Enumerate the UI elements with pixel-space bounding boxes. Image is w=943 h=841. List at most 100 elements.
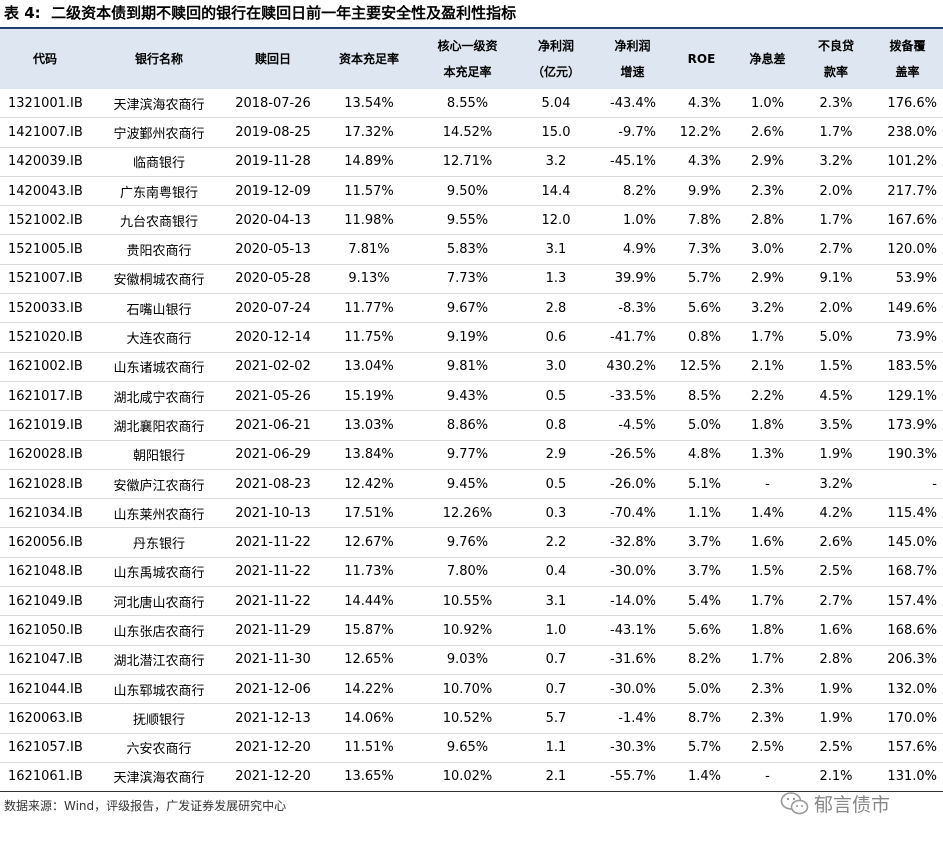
table-cell: 2.8 (515, 293, 597, 324)
table-cell: 湖北潜江农商行 (90, 645, 228, 675)
table-cell: 1621044.IB (0, 674, 90, 705)
column-header: 赎回日 (228, 28, 318, 89)
table-cell: 3.0% (735, 234, 800, 265)
table-cell: 5.7 (515, 703, 597, 734)
table-cell: 13.04% (318, 352, 420, 382)
table-cell: 9.81% (420, 352, 515, 382)
table-cell: 2.9% (735, 264, 800, 295)
table-row: 1420043.IB 广东南粤银行 2019-12-09 11.57% 9.50% 14.… (0, 176, 943, 207)
table-cell: 14.4 (515, 176, 597, 207)
table-cell: 广东南粤银行 (90, 176, 228, 207)
table-row: 1520033.IB 石嘴山银行 2020-07-24 11.77% 9.67% 2.8-… (0, 293, 943, 324)
table-cell: -26.0% (597, 469, 668, 500)
table-cell: 1620063.IB (0, 703, 90, 734)
table-cell: 2.3% (800, 89, 872, 119)
table-cell: 2.3% (735, 674, 800, 705)
table-cell: 1321001.IB (0, 89, 90, 119)
table-cell: 1620056.IB (0, 527, 90, 558)
table-cell: 11.73% (318, 557, 420, 588)
table-cell: 9.03% (420, 645, 515, 675)
column-header: 净利润 （亿元） (515, 28, 597, 89)
table-cell: 1.8% (735, 410, 800, 441)
table-row: 1621028.IB 安徽庐江农商行 2021-08-23 12.42% 9.45% 0.… (0, 469, 943, 500)
table-cell: 2.1 (515, 762, 597, 793)
table-cell: 0.7 (515, 674, 597, 705)
header-text: 不良贷 (817, 39, 854, 53)
table-cell: -26.5% (597, 440, 668, 470)
table-row: 1621057.IB 六安农商行 2021-12-20 11.51% 9.65% 1.1-… (0, 733, 943, 763)
table-row: 1621047.IB 湖北潜江农商行 2021-11-30 12.65% 9.03% 0.… (0, 645, 943, 675)
table-cell: 2020-07-24 (228, 293, 318, 324)
table-cell: 1.0% (735, 89, 800, 119)
table-row: 1621019.IB 湖北襄阳农商行 2021-06-21 13.03% 8.86% 0.… (0, 410, 943, 441)
table-cell: 206.3% (872, 645, 943, 675)
table-cell: 39.9% (597, 264, 668, 295)
table-cell: 2.3% (735, 176, 800, 207)
table-cell: 7.81% (318, 234, 420, 265)
table-cell: 0.6 (515, 322, 597, 353)
table-cell: 8.2% (668, 645, 735, 675)
table-cell: 丹东银行 (90, 527, 228, 558)
table-cell: 5.4% (668, 586, 735, 617)
table-cell: 8.55% (420, 89, 515, 119)
table-cell: 2019-12-09 (228, 176, 318, 207)
table-row: 1620056.IB 丹东银行 2021-11-22 12.67% 9.76% 2.2 -3… (0, 527, 943, 558)
table-cell: 9.67% (420, 293, 515, 324)
table-row: 1421007.IB 宁波鄞州农商行 2019-08-25 17.32% 14.52% 1… (0, 117, 943, 148)
column-header: 不良贷 款率 (800, 28, 872, 89)
table-row: 1621049.IB 河北唐山农商行 2021-11-22 14.44% 10.55% 3… (0, 586, 943, 617)
table-row: 1621048.IB 山东禹城农商行 2021-11-22 11.73% 7.80% 0.… (0, 557, 943, 588)
table-cell: 14.06% (318, 703, 420, 734)
header-text: ROE (687, 52, 716, 66)
table-cell: 9.65% (420, 733, 515, 763)
table-cell: 11.51% (318, 733, 420, 763)
table-cell: 4.5% (800, 381, 872, 412)
table-cell: 2021-11-30 (228, 645, 318, 675)
table-cell: 宁波鄞州农商行 (90, 117, 228, 148)
table-cell: -41.7% (597, 322, 668, 353)
header-text: 银行名称 (134, 52, 183, 66)
table-cell: 0.8 (515, 410, 597, 441)
header-text: 净利润 (537, 39, 574, 53)
table-cell: 1621019.IB (0, 410, 90, 441)
table-cell: 17.51% (318, 498, 420, 529)
table-cell: 0.8% (668, 322, 735, 353)
header-text: 资本充足率 (338, 52, 399, 66)
header-text: 核心一级资 (437, 39, 498, 53)
table-cell: 1.1% (668, 498, 735, 529)
table-cell: - (735, 762, 800, 793)
table-cell: 山东张店农商行 (90, 615, 228, 646)
table-cell: 1.7% (735, 322, 800, 353)
table-cell: 3.0 (515, 352, 597, 382)
table-cell: 2021-06-29 (228, 440, 318, 470)
header-text: 款率 (823, 65, 848, 79)
table-cell: 5.83% (420, 234, 515, 265)
table-cell: 2.1% (735, 352, 800, 382)
table-row: 1321001.IB 天津滨海农商行 2018-07-26 13.54% 8.55% 5.… (0, 89, 943, 119)
table-body: 1321001.IB 天津滨海农商行 2018-07-26 13.54% 8.55% 5.… (0, 89, 943, 793)
table-cell: 2.3% (735, 703, 800, 734)
table-cell: 132.0% (872, 674, 943, 705)
table-cell: -55.7% (597, 762, 668, 793)
table-cell: -32.8% (597, 527, 668, 558)
table-cell: 1.5% (735, 557, 800, 588)
column-header: 净利润 增速 (597, 28, 668, 89)
column-header: ROE (668, 28, 735, 89)
table-cell: 朝阳银行 (90, 440, 228, 470)
watermark: 郁言债市 (780, 790, 890, 817)
table-cell: 2.9% (735, 147, 800, 177)
table-cell: 9.19% (420, 322, 515, 353)
table-cell: 2021-11-22 (228, 557, 318, 588)
table-cell: 2.9 (515, 440, 597, 470)
column-header: 银行名称 (90, 28, 228, 89)
table-cell: 9.1% (800, 264, 872, 295)
header-row: 代码 银行名称 赎回日 资本充足率 核心一级资 本充足率 净利润 （亿元） 净利润 增速 ROE 净息… (0, 28, 943, 89)
table-cell: 2.8% (735, 205, 800, 236)
header-text: 净利润 (614, 39, 651, 53)
table-cell: 2021-12-20 (228, 733, 318, 763)
table-cell: 9.76% (420, 527, 515, 558)
table-cell: 1521005.IB (0, 234, 90, 265)
table-cell: -31.6% (597, 645, 668, 675)
table-cell: 120.0% (872, 234, 943, 265)
